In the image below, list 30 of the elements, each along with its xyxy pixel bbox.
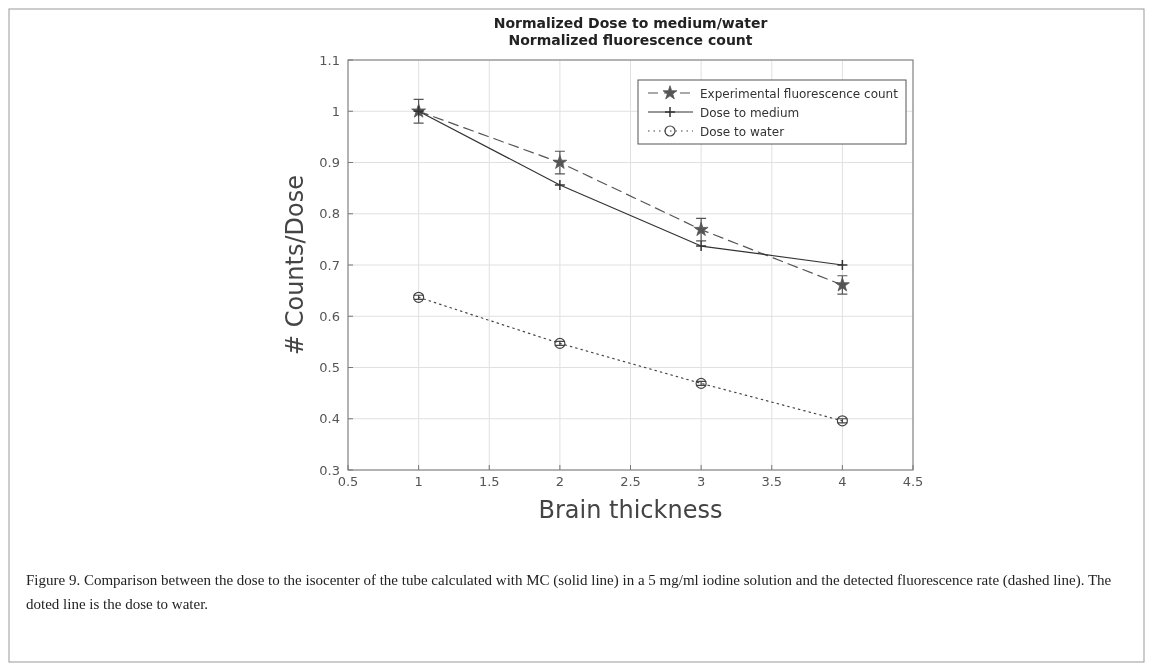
y-axis-title: # Counts/Dose bbox=[281, 174, 309, 356]
y-tick-label: 0.6 bbox=[319, 308, 340, 324]
legend-label: Experimental fluorescence count bbox=[700, 86, 899, 101]
y-tick-label: 0.4 bbox=[319, 411, 340, 427]
x-tick-label: 4.5 bbox=[902, 474, 924, 489]
legend-label: Dose to medium bbox=[700, 105, 800, 120]
y-tick-label: 1 bbox=[331, 103, 340, 119]
x-tick-label: 2 bbox=[555, 474, 565, 489]
point bbox=[695, 240, 707, 252]
x-tick-label: 4 bbox=[838, 474, 847, 489]
x-tick-label: 0.5 bbox=[337, 474, 359, 489]
point bbox=[836, 259, 849, 271]
x-tick-label: 3 bbox=[696, 474, 706, 489]
point bbox=[552, 154, 568, 169]
x-tick-label: 1.5 bbox=[478, 474, 500, 489]
point bbox=[554, 179, 566, 191]
x-axis-title: Brain thickness bbox=[538, 496, 723, 524]
x-tick-label: 2.5 bbox=[620, 474, 641, 489]
x-tick-label: 3.5 bbox=[761, 474, 783, 489]
y-tick-label: 0.5 bbox=[319, 360, 340, 375]
y-tick-label: 0.8 bbox=[319, 206, 340, 222]
y-tick-label: 0.9 bbox=[319, 155, 340, 170]
y-tick-label: 1.1 bbox=[319, 52, 340, 68]
chart-title: Normalized Dose to medium/water Normalized fluorescence count bbox=[493, 15, 768, 48]
y-tick-label: 0.7 bbox=[319, 257, 340, 273]
y-tick-label: 0.3 bbox=[319, 462, 340, 478]
caption: Figure 9. Comparison between the dose to the isocenter of the tube calculated with MC (solid line) in a 5 mg/ml iodine solution and the detected fluorescence rate (dashed line). The doted line is the dose to water. bbox=[26, 571, 1113, 614]
point bbox=[693, 221, 709, 236]
x-tick-label: 1 bbox=[414, 474, 423, 489]
legend-label: Dose to water bbox=[700, 124, 785, 139]
